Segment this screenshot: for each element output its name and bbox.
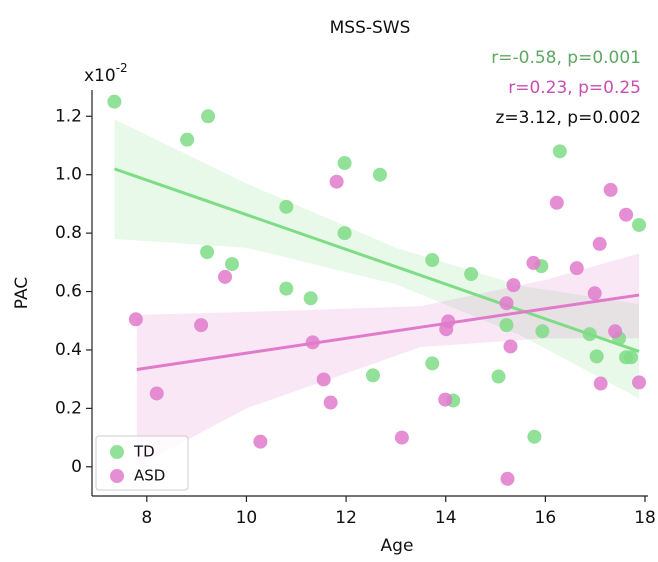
legend-label: TD <box>133 443 155 461</box>
data-point <box>337 156 352 171</box>
data-point <box>632 217 647 232</box>
data-point <box>438 392 453 407</box>
data-point <box>569 261 584 276</box>
data-point <box>500 471 515 486</box>
data-point <box>464 267 479 282</box>
data-point <box>593 376 608 391</box>
data-point <box>587 286 602 301</box>
data-point <box>394 430 409 445</box>
data-point <box>503 339 518 354</box>
data-point <box>526 255 541 270</box>
y-tick-label: 0 <box>71 457 82 477</box>
x-tick-label: 18 <box>634 508 656 528</box>
data-point <box>128 312 143 327</box>
data-point <box>603 182 618 197</box>
data-point <box>624 350 639 365</box>
data-point <box>279 281 294 296</box>
data-point <box>608 324 623 339</box>
regression-line <box>136 293 640 372</box>
data-point <box>303 291 318 306</box>
data-point <box>491 369 506 384</box>
data-point <box>329 174 344 189</box>
data-point <box>549 195 564 210</box>
data-point <box>592 236 607 251</box>
data-point <box>619 207 634 222</box>
data-point <box>180 132 195 147</box>
data-point <box>506 278 521 293</box>
x-tick-label: 12 <box>335 508 357 528</box>
y-tick-label: 0.2 <box>55 398 82 418</box>
data-point <box>305 335 320 350</box>
data-point <box>149 386 164 401</box>
x-tick-label: 16 <box>535 508 557 528</box>
data-point <box>337 226 352 241</box>
y-axis-label: PAC <box>12 277 32 309</box>
data-point <box>499 318 514 333</box>
data-point <box>107 94 122 109</box>
legend-marker <box>110 445 124 459</box>
regression-line <box>113 167 640 353</box>
x-axis-label: Age <box>381 536 414 556</box>
data-point <box>632 375 647 390</box>
data-point <box>425 252 440 267</box>
data-point <box>589 349 604 364</box>
x-tick-label: 14 <box>435 508 457 528</box>
confidence-band <box>136 253 640 467</box>
data-point <box>194 318 209 333</box>
data-point <box>224 257 239 272</box>
data-point <box>200 245 215 260</box>
annotation: r=-0.58, p=0.001 <box>491 48 641 68</box>
legend-marker <box>110 469 124 483</box>
data-point <box>527 429 542 444</box>
data-point <box>201 109 216 124</box>
x-tick-label: 8 <box>141 508 152 528</box>
chart-title: MSS-SWS <box>330 18 411 38</box>
offset-text: x10-2 <box>84 61 128 87</box>
data-point <box>372 167 387 182</box>
data-point <box>323 395 338 410</box>
data-point <box>365 368 380 383</box>
data-point <box>316 372 331 387</box>
offset-base: x10 <box>84 66 116 86</box>
offset-exponent: -2 <box>116 61 128 75</box>
data-point <box>499 296 514 311</box>
data-point <box>218 269 233 284</box>
data-point <box>582 327 597 342</box>
data-point <box>552 144 567 159</box>
x-tick-label: 10 <box>236 508 258 528</box>
legend-label: ASD <box>134 467 165 485</box>
data-point <box>535 324 550 339</box>
y-tick-label: 0.8 <box>55 223 82 243</box>
data-point <box>253 434 268 449</box>
y-tick-label: 0.4 <box>55 340 82 360</box>
data-point <box>425 356 440 371</box>
y-tick-label: 1.2 <box>55 106 82 126</box>
data-point <box>279 199 294 214</box>
annotation: r=0.23, p=0.25 <box>508 78 641 98</box>
y-tick-label: 0.6 <box>55 282 82 302</box>
annotation: z=3.12, p=0.002 <box>495 108 641 128</box>
data-point <box>441 314 456 329</box>
y-tick-label: 1.0 <box>55 165 82 185</box>
